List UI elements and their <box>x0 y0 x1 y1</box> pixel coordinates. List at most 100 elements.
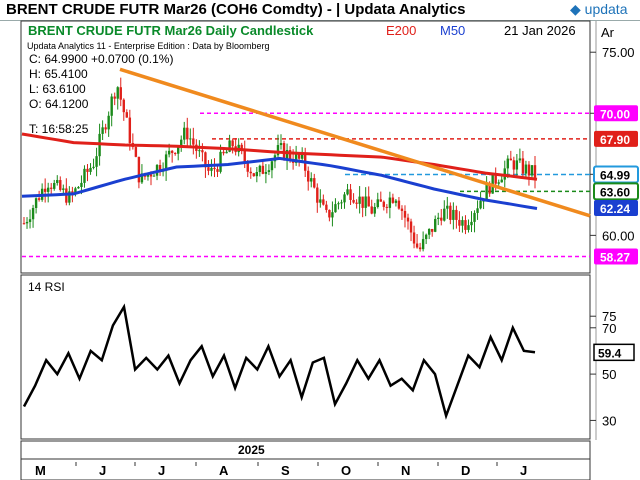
candle-body <box>86 168 89 172</box>
candle-body <box>349 189 352 200</box>
candle-body <box>397 200 401 209</box>
candle-body <box>391 197 395 203</box>
candle-body <box>62 188 65 190</box>
candle-body <box>334 204 337 213</box>
candle-body <box>56 180 59 184</box>
candle-body <box>307 170 310 182</box>
candle-body <box>255 171 259 177</box>
trendline <box>119 67 591 218</box>
level-label: 67.90 <box>600 133 630 147</box>
candle-body <box>485 183 488 201</box>
info-high: H: 65.4100 <box>29 67 88 81</box>
candle-body <box>173 152 177 154</box>
candle-body <box>421 239 425 250</box>
candle-body <box>222 151 225 154</box>
candle-body <box>427 228 431 235</box>
candle-body <box>358 196 361 204</box>
candle-body <box>101 127 104 134</box>
month-label: J <box>99 463 106 478</box>
candle-body <box>455 209 458 220</box>
year-label: 2025 <box>238 443 265 457</box>
candle-body <box>443 208 446 221</box>
candle-body <box>382 201 386 207</box>
candle-body <box>53 183 56 189</box>
candle-body <box>216 169 219 172</box>
candle-body <box>488 183 491 194</box>
rsi-title: 14 RSI <box>28 280 65 294</box>
candle-body <box>370 206 373 214</box>
candle-body <box>518 158 522 161</box>
candle-body <box>294 153 298 163</box>
price-panel <box>20 20 591 274</box>
candle-body <box>243 150 246 162</box>
candle-body <box>479 200 482 209</box>
e200-line <box>21 132 538 181</box>
candle-body <box>158 164 162 172</box>
candle-body <box>364 196 367 208</box>
candle-body <box>270 161 274 171</box>
candle-body <box>267 170 271 173</box>
candle-body <box>319 199 322 203</box>
candle-body <box>343 194 346 203</box>
logo-text: updata <box>584 1 628 17</box>
candle-body <box>322 199 325 205</box>
candle-body <box>285 150 289 160</box>
candle-body <box>437 217 440 220</box>
candle-body <box>494 173 497 184</box>
candle-body <box>183 127 186 140</box>
info-close: C: 64.9900 +0.0700 (0.1%) <box>29 52 173 66</box>
candle-body <box>461 220 464 226</box>
candle-body <box>530 165 534 176</box>
e200-legend: E200 <box>386 23 416 38</box>
price-chart[interactable]: BRENT CRUDE FUTR Mar26 Daily Candlestick… <box>0 20 640 480</box>
candle-body <box>204 152 207 168</box>
candle-body <box>449 205 452 220</box>
candle-body <box>440 217 443 221</box>
candle-body <box>37 198 41 200</box>
candle-body <box>379 199 382 202</box>
candle-body <box>261 165 265 174</box>
candle-body <box>337 203 340 205</box>
candle-body <box>92 166 95 168</box>
candle-body <box>434 219 437 232</box>
window-title: BRENT CRUDE FUTR Mar26 (COH6 Comdty) - |… <box>6 1 466 18</box>
candle-body <box>198 150 201 152</box>
month-label: D <box>461 463 470 478</box>
candle-body <box>189 138 192 140</box>
candle-body <box>46 187 50 192</box>
level-label: 70.00 <box>600 107 630 121</box>
candle-body <box>409 221 413 233</box>
candle-body <box>512 160 516 170</box>
candle-body <box>225 151 228 154</box>
candle-body <box>506 158 509 169</box>
candle-body <box>316 187 319 203</box>
candle-body <box>388 197 392 208</box>
candle-body <box>59 180 62 190</box>
info-time: T: 16:58:25 <box>29 122 89 136</box>
candle-body <box>28 219 32 222</box>
candle-body <box>89 167 92 172</box>
rsi-tick-label: 30 <box>602 413 616 428</box>
year-strip <box>20 440 591 460</box>
level-label: 63.60 <box>600 185 630 199</box>
candle-body <box>83 168 86 183</box>
candle-body <box>524 164 528 174</box>
candle-body <box>276 145 280 156</box>
candle-body <box>186 127 189 140</box>
candle-body <box>192 138 195 145</box>
candle-body <box>110 96 113 116</box>
candle-body <box>22 223 26 225</box>
candle-body <box>43 188 47 192</box>
level-label: 58.27 <box>600 250 630 264</box>
candle-body <box>258 165 262 172</box>
rsi-line <box>22 303 536 420</box>
rsi-last-box <box>593 343 635 362</box>
axis-unit-label: Ar <box>601 25 615 40</box>
candle-body <box>310 178 313 182</box>
level-box <box>594 105 638 122</box>
month-label: N <box>401 463 410 478</box>
candle-body <box>385 206 389 208</box>
candle-body <box>367 196 370 207</box>
candle-body <box>240 144 243 151</box>
